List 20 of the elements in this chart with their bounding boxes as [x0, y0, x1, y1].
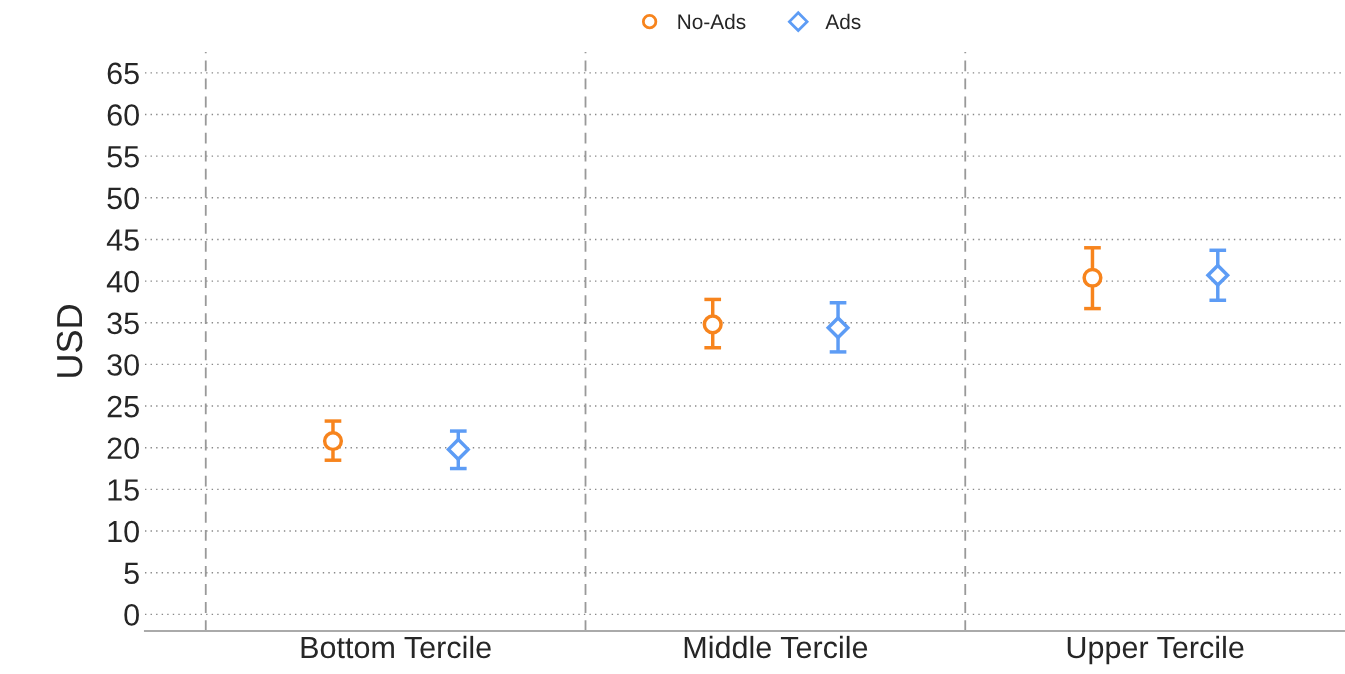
y-tick-label: 35 — [107, 312, 139, 335]
legend-label: No-Ads — [678, 13, 746, 30]
y-tick-label: 65 — [107, 62, 139, 85]
y-axis-title: USD — [56, 305, 83, 377]
y-tick-label: 15 — [108, 479, 139, 501]
y-tick-label: 45 — [106, 229, 139, 251]
x-tick-label: Upper Tercile — [1067, 635, 1244, 665]
y-tick-label: 5 — [124, 562, 139, 585]
x-tick-label: Bottom Tercile — [301, 635, 491, 659]
y-tick-label: 20 — [107, 437, 139, 460]
y-tick-label: 30 — [107, 354, 139, 376]
y-tick-label: 40 — [106, 270, 139, 293]
y-tick-label: 0 — [124, 604, 139, 626]
y-tick-label: 60 — [107, 104, 139, 126]
legend-label: Ads — [825, 13, 861, 30]
y-tick-label: 10 — [108, 520, 139, 543]
x-tick-label: Middle Tercile — [684, 635, 868, 659]
y-tick-label: 50 — [107, 187, 139, 210]
y-tick-label: 55 — [107, 146, 139, 168]
y-tick-label: 25 — [107, 395, 139, 418]
